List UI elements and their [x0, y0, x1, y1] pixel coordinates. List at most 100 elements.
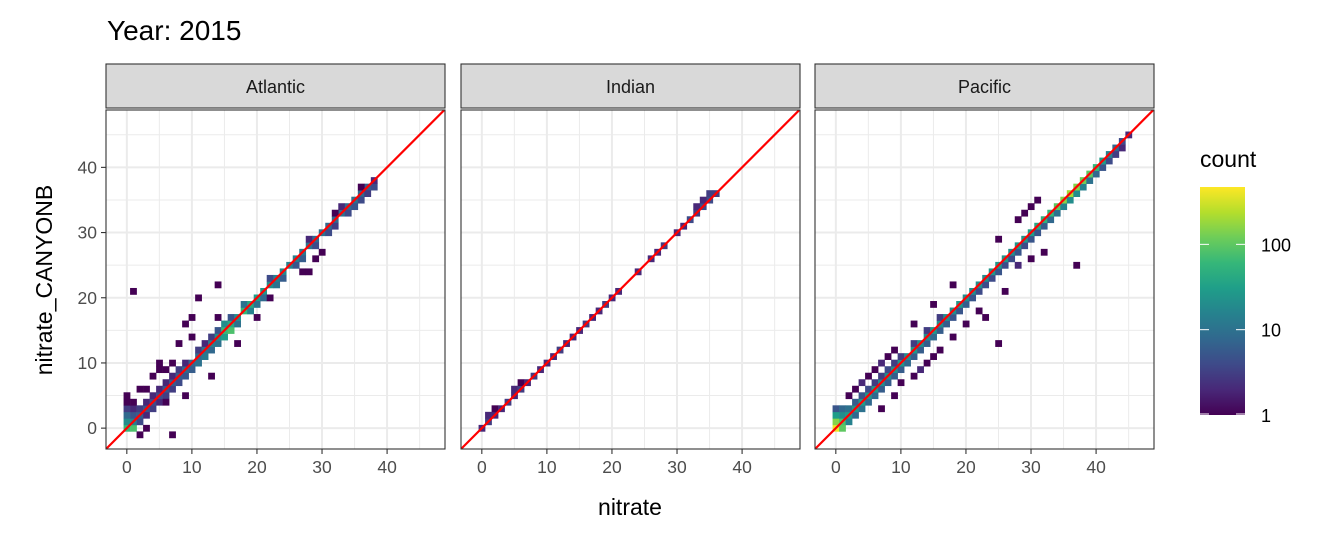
bin-cell — [852, 398, 859, 406]
bin-cell — [865, 372, 872, 380]
facet-strip — [460, 63, 801, 109]
bin-cell — [169, 431, 176, 439]
bin-cell — [517, 379, 525, 387]
bin-cell — [878, 385, 885, 393]
facet-strip-label: Indian — [606, 77, 655, 97]
bin-cell — [930, 353, 937, 360]
bin-cell — [1014, 261, 1022, 269]
bin-cell — [331, 209, 339, 217]
y-axis-title: nitrate_CANYONB — [31, 185, 57, 375]
bin-cell — [949, 281, 957, 289]
bin-cell — [162, 392, 170, 400]
bin-cell — [195, 346, 202, 354]
bin-cell — [149, 405, 157, 413]
bin-cell — [1073, 261, 1081, 269]
bin-cell — [832, 411, 840, 419]
bin-cell — [706, 190, 714, 198]
bin-cell — [253, 314, 261, 321]
bin-cell — [260, 294, 268, 302]
bin-cell — [338, 203, 346, 211]
bin-cell — [1027, 235, 1035, 243]
bin-cell — [1014, 216, 1022, 224]
bin-cell — [312, 255, 320, 263]
bin-cell — [930, 301, 937, 308]
x-tick-label: 0 — [122, 457, 132, 477]
bin-cell — [195, 294, 202, 302]
bin-cell — [936, 314, 944, 321]
bin-cell — [162, 379, 170, 387]
bin-cell — [1086, 177, 1094, 184]
bin-cell — [253, 301, 261, 308]
bin-cell — [123, 405, 131, 413]
bin-cell — [1034, 196, 1042, 204]
x-tick-label: 20 — [956, 457, 976, 477]
bin-cell — [299, 268, 307, 276]
bin-cell — [878, 405, 885, 413]
legend-title: count — [1200, 146, 1257, 172]
bin-cell — [923, 327, 931, 334]
y-tick-label: 40 — [78, 157, 98, 177]
bin-cell — [227, 314, 235, 321]
reference-line-1to1 — [461, 110, 800, 449]
bin-cell — [1027, 203, 1035, 211]
bin-cell — [149, 392, 157, 400]
bin-cell — [1073, 190, 1081, 198]
bin-cell — [292, 261, 300, 269]
bin-cell — [299, 255, 307, 263]
panel-atlantic: Atlantic 0 10 20 30 40 0 10 20 30 40 — [78, 63, 446, 477]
x-tick-label: 20 — [602, 457, 622, 477]
bin-cell — [871, 379, 879, 387]
bin-cell — [839, 405, 846, 413]
bin-cell — [123, 411, 131, 419]
bin-cell — [188, 333, 196, 341]
bin-cell — [136, 405, 144, 413]
bin-cell — [839, 411, 846, 419]
x-tick-label: 40 — [1086, 457, 1106, 477]
bin-cell — [136, 418, 144, 426]
bin-cell — [884, 353, 892, 360]
bin-cell — [1092, 170, 1100, 178]
bin-cell — [305, 235, 313, 243]
bin-cell — [208, 333, 215, 341]
bin-cell — [975, 287, 983, 295]
bin-cell — [344, 209, 352, 217]
bin-cell — [136, 431, 144, 439]
bin-cell — [943, 320, 950, 328]
bin-cell — [357, 183, 365, 191]
bin-cell — [1047, 216, 1055, 224]
colorbar-tick-label: 100 — [1261, 235, 1291, 255]
bin-cell — [995, 340, 1003, 347]
facet-strip — [105, 63, 446, 109]
bin-cell — [266, 294, 274, 302]
bin-cell — [156, 366, 163, 374]
bin-cell — [273, 281, 281, 289]
chart-title: Year: 2015 — [107, 15, 241, 46]
bin-cell — [910, 320, 918, 328]
bin-cell — [845, 418, 853, 426]
bin-cell — [1118, 144, 1126, 152]
bin-cell — [364, 190, 372, 198]
bin-cell — [240, 301, 248, 308]
bin-cell — [357, 196, 365, 204]
bin-cell — [511, 385, 518, 393]
bin-cell — [995, 235, 1003, 243]
bin-cell — [214, 340, 222, 347]
y-tick-label: 20 — [78, 288, 98, 308]
bin-cell — [832, 418, 840, 426]
panel-plot-area — [461, 110, 800, 449]
bin-cell — [1079, 183, 1087, 191]
bin-cell — [143, 424, 150, 432]
bin-cell — [266, 274, 274, 282]
panel-border — [105, 109, 446, 450]
bin-cell — [485, 411, 492, 419]
panel-plot-area — [815, 110, 1154, 449]
x-tick-label: 10 — [182, 457, 202, 477]
bin-cell — [949, 333, 957, 341]
x-tick-label: 10 — [891, 457, 911, 477]
bin-cell — [1027, 255, 1035, 263]
bin-cell — [1008, 255, 1016, 263]
bin-cell — [975, 307, 983, 315]
bin-cell — [891, 392, 898, 400]
bin-cell — [208, 372, 215, 380]
bin-cell — [1053, 209, 1061, 217]
